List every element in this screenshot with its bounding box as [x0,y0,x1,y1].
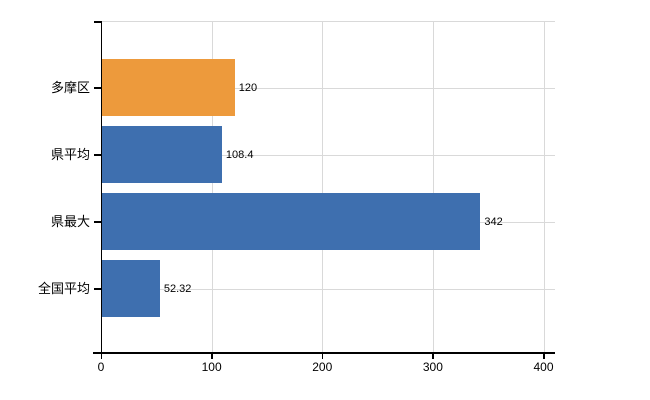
category-label: 全国平均 [37,280,90,296]
bar-value-label: 108.4 [225,148,254,161]
bar-value-label: 342 [484,215,503,228]
category-label: 多摩区 [50,79,90,95]
x-axis-tick [321,352,324,359]
y-axis-tick [94,87,101,89]
bar [102,193,481,250]
bar [102,59,235,116]
y-axis-tick [94,154,101,156]
x-axis-tick [211,352,213,359]
x-axis-tick [100,352,102,359]
bar [102,260,160,317]
horizontal-gridline [101,87,555,89]
vertical-gridline [211,21,213,352]
bar-value-label: 120 [238,81,258,94]
x-axis-tick [432,352,434,359]
x-axis-tick [543,352,545,359]
bar-value-label: 52.32 [163,282,192,295]
x-tick-label: 200 [312,360,333,374]
x-tick-label: 100 [201,360,222,374]
category-label: 県最大 [50,213,90,229]
x-axis [93,352,555,354]
x-tick-label: 0 [97,360,105,374]
x-tick-label: 300 [422,360,443,374]
y-axis-tick [94,288,101,290]
vertical-gridline [543,21,545,352]
vertical-gridline [322,21,324,352]
plot-top-border [101,21,555,22]
bar [102,126,222,183]
category-label: 県平均 [50,146,90,162]
vertical-gridline [432,21,434,352]
x-tick-label: 400 [533,360,554,374]
y-axis-tick [94,221,101,223]
horizontal-gridline [101,288,555,290]
y-axis-top-tick [94,21,101,23]
horizontal-gridline [101,154,555,156]
y-axis [100,21,102,353]
